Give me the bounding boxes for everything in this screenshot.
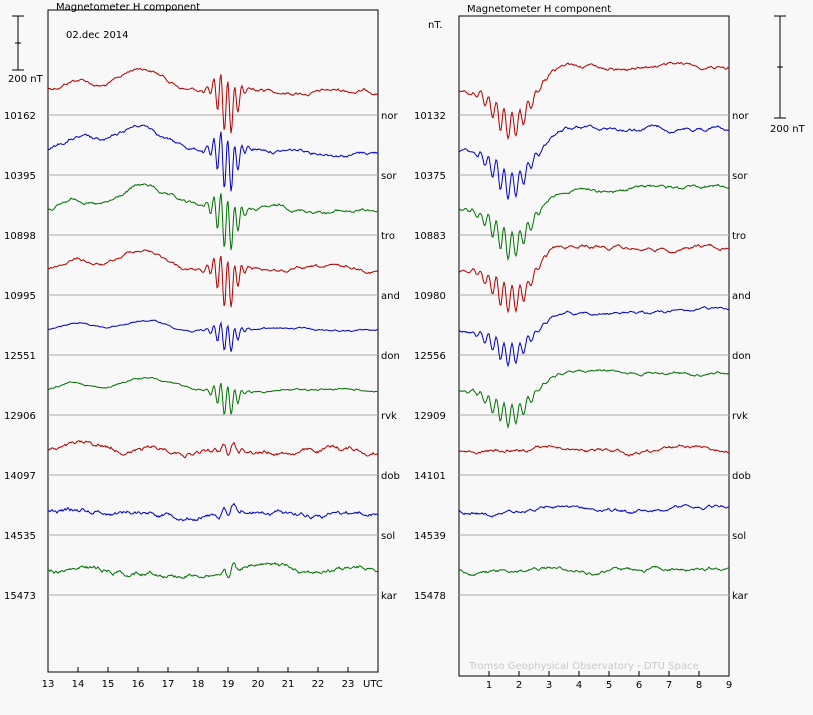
right-x-axis: 1 2 3 4 5 6 7 8 9 [486,671,732,691]
x-tick-label-23: 23 [342,679,355,690]
x-tick-label-2: 2 [516,680,522,691]
trace-sol [458,503,730,518]
baseline-value-kar: 15473 [4,591,36,602]
x-tick-label-21: 21 [282,679,295,690]
station-code-sor: sor [381,171,397,182]
left-scale-label: 200 nT [8,74,44,85]
station-code-and: and [381,291,400,302]
trace-sor [47,124,379,192]
station-code-don: don [732,351,751,362]
left-panel: Magnetometer H component 02.dec 2014 200… [4,2,400,690]
baseline-value-rvk: 12906 [4,411,36,422]
left-x-axis: 13 14 15 16 17 18 19 20 21 22 23 [42,667,355,690]
x-tick-label-16: 16 [132,679,145,690]
station-code-sol: sol [732,531,746,542]
baseline-value-tro: 10883 [414,231,446,242]
baseline-value-rvk: 12909 [414,411,446,422]
left-date-label: 02.dec 2014 [66,30,129,41]
left-title: Magnetometer H component [56,2,200,13]
x-tick-label-4: 4 [576,680,582,691]
left-scale-bar [12,15,24,71]
left-plot-frame [47,9,379,673]
baseline-value-and: 10980 [414,291,446,302]
baseline-value-and: 10995 [4,291,36,302]
left-x-unit: UTC [363,679,383,690]
baseline-value-sor: 10395 [4,171,36,182]
station-code-sor: sor [732,171,748,182]
left-station-labels: 10162 nor 10395 sor 10898 tro 10995 and 12551 don… [4,111,400,602]
right-station-labels: 10132 nor 10375 sor 10883 tro 10980 and 12556 don… [414,111,751,602]
right-scale-label: 200 nT [770,124,806,135]
trace-sor [458,124,730,200]
baseline-value-nor: 10132 [414,111,446,122]
right-title: Magnetometer H component [467,4,611,15]
baseline-value-sor: 10375 [414,171,446,182]
baseline-value-don: 12556 [414,351,446,362]
station-code-rvk: rvk [381,411,397,422]
station-code-rvk: rvk [732,411,748,422]
x-tick-label-17: 17 [162,679,175,690]
trace-dob [47,439,379,459]
right-plot-frame [458,15,730,677]
trace-sol [47,502,379,522]
trace-nor [458,61,730,141]
x-tick-label-6: 6 [636,680,642,691]
trace-tro [47,183,379,251]
trace-rvk [47,376,379,416]
x-tick-label-13: 13 [42,679,55,690]
station-code-tro: tro [381,231,395,242]
x-tick-label-9: 9 [726,680,732,691]
x-tick-label-18: 18 [192,679,205,690]
left-baselines [48,114,378,596]
station-code-kar: kar [732,591,749,602]
trace-kar [458,565,730,577]
station-code-don: don [381,351,400,362]
x-tick-label-22: 22 [312,679,325,690]
baseline-value-tro: 10898 [4,231,36,242]
trace-nor [47,67,379,134]
station-code-dob: dob [732,471,751,482]
baseline-value-sol: 14535 [4,531,36,542]
trace-and [458,243,730,314]
baseline-value-sol: 14539 [414,531,446,542]
baseline-value-dob: 14097 [4,471,36,482]
station-code-sol: sol [381,531,395,542]
station-code-nor: nor [732,111,749,122]
trace-don [458,306,730,368]
trace-and [47,249,379,308]
credit-text: Tromso Geophysical Observatory - DTU Spa… [468,661,699,672]
trace-tro [458,183,730,262]
baseline-value-kar: 15478 [414,591,446,602]
trace-dob [458,444,730,457]
x-tick-label-5: 5 [606,680,612,691]
right-baselines [459,114,729,596]
station-code-nor: nor [381,111,398,122]
x-tick-label-15: 15 [102,679,115,690]
right-scale-bar [774,15,786,119]
right-traces [458,61,730,577]
station-code-kar: kar [381,591,398,602]
trace-don [47,319,379,352]
x-tick-label-8: 8 [696,680,702,691]
x-tick-label-1: 1 [486,680,492,691]
station-code-tro: tro [732,231,746,242]
x-tick-label-14: 14 [72,679,85,690]
left-traces [47,67,379,579]
x-tick-label-3: 3 [546,680,552,691]
baseline-value-don: 12551 [4,351,36,362]
x-tick-label-20: 20 [252,679,265,690]
right-panel: Magnetometer H component nT. 200 nT 1013… [414,4,806,691]
baseline-value-nor: 10162 [4,111,36,122]
x-tick-label-7: 7 [666,680,672,691]
trace-rvk [458,369,730,430]
baseline-value-dob: 14101 [414,471,446,482]
station-code-and: and [732,291,751,302]
station-code-dob: dob [381,471,400,482]
trace-kar [47,561,379,579]
x-tick-label-19: 19 [222,679,235,690]
right-unit-label: nT. [428,20,442,31]
